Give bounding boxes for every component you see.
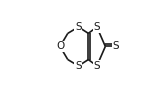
- Text: S: S: [93, 22, 100, 32]
- Text: S: S: [112, 41, 119, 51]
- Text: O: O: [56, 41, 64, 51]
- Text: S: S: [75, 22, 82, 32]
- Text: S: S: [93, 61, 100, 71]
- Text: S: S: [75, 61, 82, 71]
